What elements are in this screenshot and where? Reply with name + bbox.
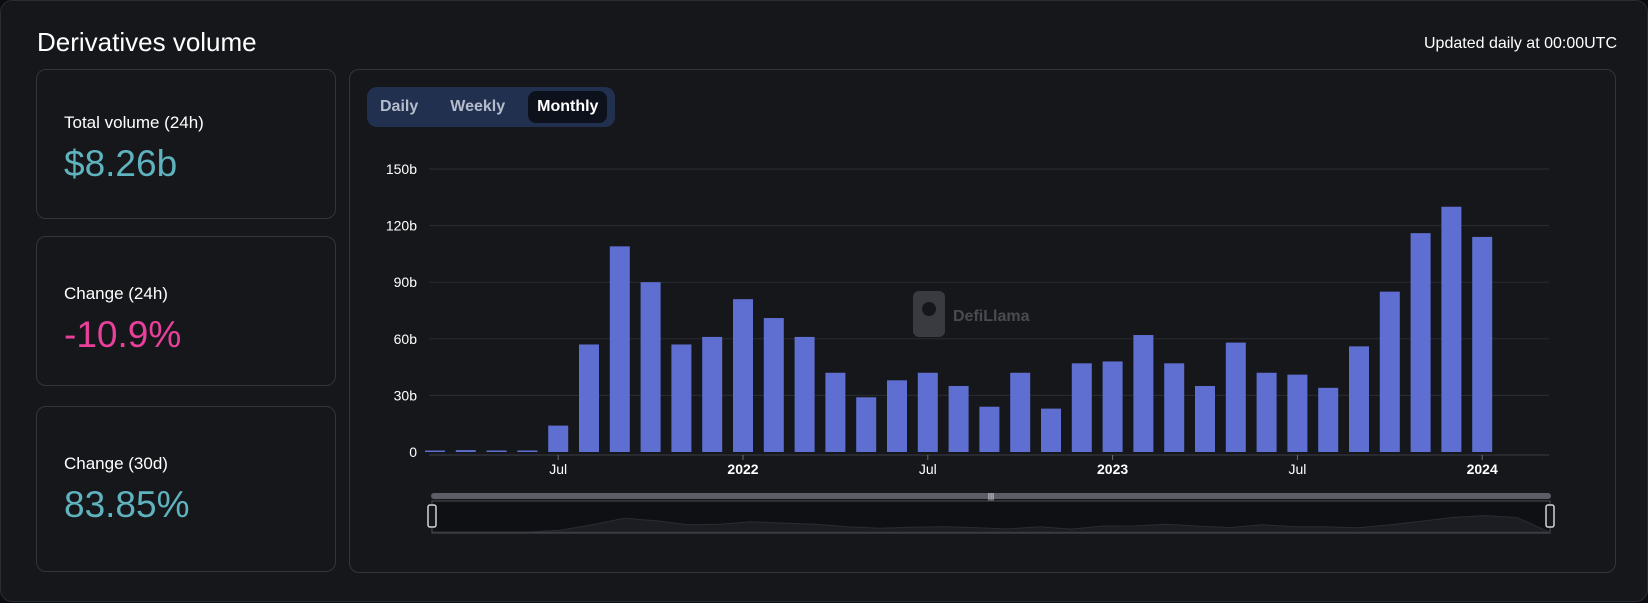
bar [1349,346,1369,452]
bar [1041,408,1061,452]
chart-container: Daily Weekly Monthly [349,69,1616,573]
bar [948,385,969,452]
stat-label: Total volume (24h) [64,113,204,132]
bar [579,344,599,452]
bar [1472,236,1493,452]
bar [1195,385,1215,452]
bar [1164,363,1185,452]
bar [1379,291,1400,452]
bar [455,450,476,452]
bar [486,450,507,452]
bar [887,380,907,452]
bar [856,397,877,452]
bar [1010,372,1031,452]
tab-daily[interactable]: Daily [380,98,419,115]
x-tick-label: 2023 [1097,461,1128,477]
bar [609,246,630,452]
y-tick-label: 0 [409,444,417,460]
timeframe-tabs: Daily Weekly Monthly [367,87,615,127]
range-brush[interactable]: ||| [427,492,1555,534]
bar [1318,387,1339,452]
y-tick-label: 30b [394,387,418,403]
bars [425,206,1493,452]
brush-handle-left[interactable] [427,504,437,528]
stat-value: 83.85% [64,484,190,525]
bar [763,318,784,452]
bar [979,406,1000,452]
x-tick-label: 2024 [1467,461,1498,477]
brush-handle-right[interactable] [1545,504,1555,528]
stat-label: Change (30d) [64,454,168,473]
bar [1133,335,1154,452]
watermark-text: DefiLlama [953,308,1030,325]
bar [1225,342,1246,452]
bar [671,344,692,452]
x-tick-label: Jul [549,461,567,477]
bar [733,299,753,452]
bar [1071,363,1092,452]
stat-card-total-volume: Total volume (24h) $8.26b [36,69,336,219]
bar [425,450,445,452]
stat-value: -10.9% [64,314,182,355]
brush-minimap [432,515,1550,533]
tab-weekly[interactable]: Weekly [450,98,506,115]
page-title: Derivatives volume [37,27,257,57]
bar [1102,361,1123,452]
stat-card-change-30d: Change (30d) 83.85% [36,406,336,572]
bar [548,425,569,452]
bar [825,372,846,452]
bar [1287,374,1308,452]
brush-track[interactable] [431,493,1551,499]
watermark: DefiLlama [913,291,1030,337]
bar [1410,233,1431,452]
tab-monthly[interactable]: Monthly [528,91,608,123]
bar [794,336,815,452]
bar [702,336,723,452]
bar [917,372,938,452]
y-tick-label: 150b [386,161,417,177]
logo-llama-head [922,302,936,316]
x-tick-label: Jul [1288,461,1306,477]
y-axis: 0 30b 60b 90b 120b 150b [386,161,417,460]
bar [1441,206,1462,452]
stat-card-change-24h: Change (24h) -10.9% [36,236,336,386]
stat-value: $8.26b [64,143,178,184]
y-tick-label: 60b [394,331,418,347]
bar [640,282,661,452]
x-tick-label: Jul [919,461,937,477]
x-tick-label: 2022 [727,461,758,477]
bar [517,450,538,452]
x-axis: Jul 2022 Jul 2023 Jul 2024 [549,455,1498,477]
update-note: Updated daily at 00:00UTC [1424,35,1617,52]
y-tick-label: 90b [394,274,418,290]
stat-label: Change (24h) [64,284,168,303]
bar [1256,372,1277,452]
y-tick-label: 120b [386,218,417,234]
brush-grip-icon[interactable]: ||| [988,492,994,501]
